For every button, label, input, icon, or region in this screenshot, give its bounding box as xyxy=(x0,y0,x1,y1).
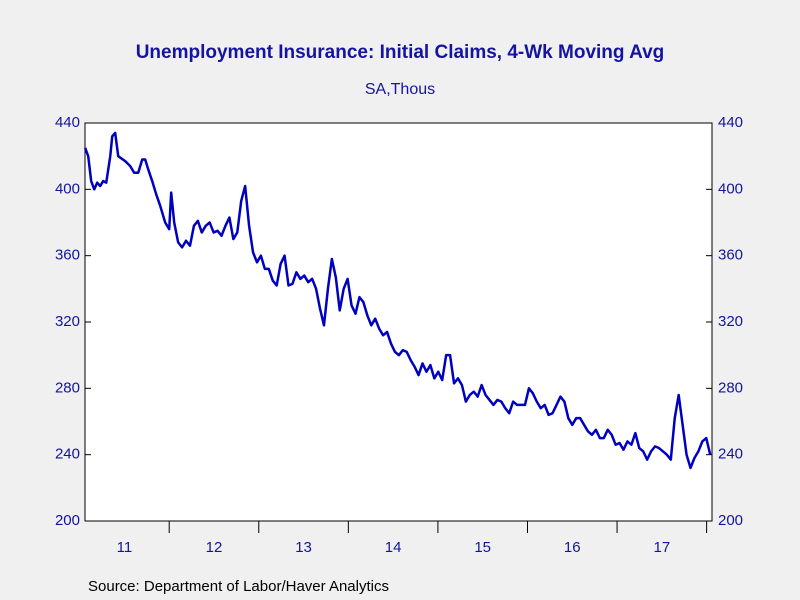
y-tick-label: 400 xyxy=(55,180,80,197)
x-tick-label: 11 xyxy=(117,539,133,556)
y-tick-label: 440 xyxy=(55,114,80,131)
y-tick-label: 280 xyxy=(55,379,80,396)
x-tick-label: 12 xyxy=(206,539,223,556)
y2-tick-label: 200 xyxy=(718,512,743,529)
y-tick-label: 200 xyxy=(55,512,80,529)
x-tick-label: 17 xyxy=(653,539,670,556)
x-tick-label: 14 xyxy=(385,539,402,556)
y2-tick-label: 440 xyxy=(718,114,743,131)
y-tick-label: 360 xyxy=(55,247,80,264)
data-line xyxy=(84,131,712,470)
x-tick-label: 13 xyxy=(295,539,312,556)
y-tick-label: 240 xyxy=(55,446,80,463)
plot-area xyxy=(84,122,713,522)
y2-tick-label: 240 xyxy=(718,446,743,463)
y2-tick-label: 360 xyxy=(718,247,743,264)
source-note: Source: Department of Labor/Haver Analyt… xyxy=(88,578,389,595)
y-tick-label: 320 xyxy=(55,313,80,330)
chart-subtitle: SA,Thous xyxy=(365,81,435,98)
y2-tick-label: 280 xyxy=(718,379,743,396)
y2-tick-label: 400 xyxy=(718,180,743,197)
chart-title: Unemployment Insurance: Initial Claims, … xyxy=(136,42,665,63)
x-tick-label: 15 xyxy=(474,539,491,556)
y2-tick-label: 320 xyxy=(718,313,743,330)
x-tick-label: 16 xyxy=(564,539,581,556)
